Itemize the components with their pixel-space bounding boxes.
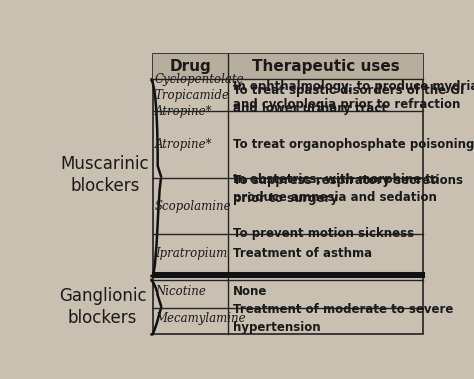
Text: In ophthalmology, to produce mydriasis
and cycloplegia prior to refraction: In ophthalmology, to produce mydriasis a… — [233, 80, 474, 111]
Text: Ipratropium: Ipratropium — [155, 247, 227, 260]
Text: None: None — [233, 285, 267, 298]
Bar — [153, 54, 423, 79]
Text: Mecamylamine: Mecamylamine — [155, 312, 246, 325]
Text: Therapeutic uses: Therapeutic uses — [252, 59, 400, 74]
Text: Cyclopentolate
Tropicamide
Atropine*: Cyclopentolate Tropicamide Atropine* — [155, 73, 245, 117]
Text: Nicotine: Nicotine — [155, 285, 206, 298]
Bar — [153, 54, 423, 334]
Text: Treatment of moderate to severe
hypertension: Treatment of moderate to severe hyperten… — [233, 303, 453, 334]
Text: In obstetrics, with morphine to
produce amnesia and sedation

To prevent motion : In obstetrics, with morphine to produce … — [233, 173, 438, 240]
Text: Ganglionic
blockers: Ganglionic blockers — [59, 287, 146, 327]
Text: To treat spastic disorders of the GI
and lower urinary tract

To treat organopho: To treat spastic disorders of the GI and… — [233, 84, 474, 205]
Text: Atropine*: Atropine* — [155, 138, 212, 151]
Text: Drug: Drug — [170, 59, 211, 74]
Text: Scopolamine: Scopolamine — [155, 200, 231, 213]
Text: Muscarinic
blockers: Muscarinic blockers — [61, 155, 149, 196]
Text: Treatment of asthma: Treatment of asthma — [233, 247, 372, 260]
